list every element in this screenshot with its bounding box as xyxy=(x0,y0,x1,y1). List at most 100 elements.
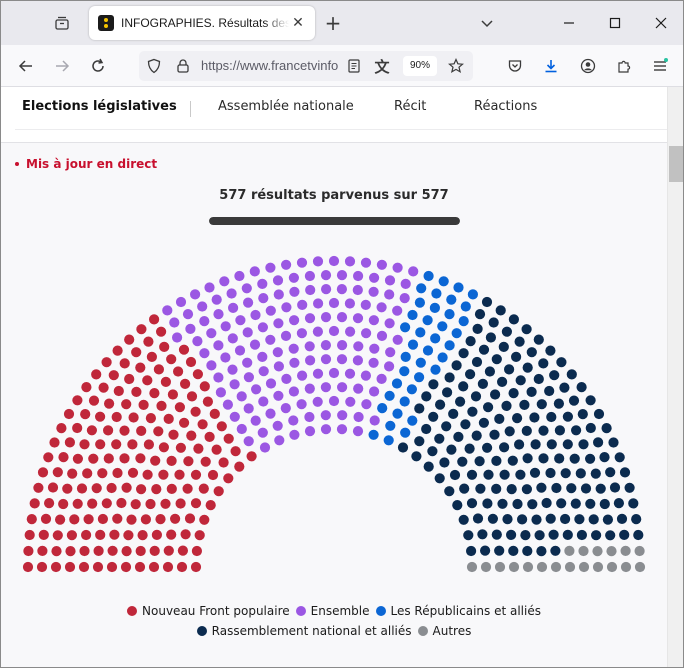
seat-3[interactable] xyxy=(522,453,533,464)
seat-3[interactable] xyxy=(585,453,596,464)
seat-1[interactable] xyxy=(385,347,396,358)
seat-4[interactable] xyxy=(522,561,534,573)
seat-1[interactable] xyxy=(265,334,276,345)
seat-1[interactable] xyxy=(272,420,283,431)
seat-3[interactable] xyxy=(536,399,547,410)
seat-0[interactable] xyxy=(143,439,154,450)
seat-1[interactable] xyxy=(250,415,261,426)
seat-1[interactable] xyxy=(229,411,240,422)
seat-3[interactable] xyxy=(519,399,530,410)
seat-0[interactable] xyxy=(130,499,141,510)
seat-1[interactable] xyxy=(215,387,226,398)
seat-2[interactable] xyxy=(407,339,419,350)
seat-2[interactable] xyxy=(384,390,395,401)
seat-3[interactable] xyxy=(550,545,561,556)
seat-2[interactable] xyxy=(416,283,427,294)
seat-1[interactable] xyxy=(352,313,364,324)
seat-1[interactable] xyxy=(259,442,271,453)
seat-0[interactable] xyxy=(137,530,148,541)
seat-3[interactable] xyxy=(517,514,528,525)
seat-2[interactable] xyxy=(437,352,448,363)
seat-0[interactable] xyxy=(24,529,35,541)
seat-3[interactable] xyxy=(423,461,434,472)
seat-3[interactable] xyxy=(548,529,559,540)
seat-1[interactable] xyxy=(220,321,231,332)
seat-3[interactable] xyxy=(472,323,483,334)
seat-0[interactable] xyxy=(145,498,156,510)
seat-3[interactable] xyxy=(487,513,498,524)
seat-0[interactable] xyxy=(158,469,169,480)
seat-0[interactable] xyxy=(52,467,63,478)
seat-2[interactable] xyxy=(385,420,396,431)
seat-3[interactable] xyxy=(478,344,490,355)
seat-3[interactable] xyxy=(566,369,577,380)
legend-item[interactable]: Les Républicains et alliés xyxy=(375,601,541,621)
seat-3[interactable] xyxy=(619,529,630,540)
seat-0[interactable] xyxy=(209,408,220,419)
seat-1[interactable] xyxy=(345,326,356,337)
seat-2[interactable] xyxy=(437,321,448,332)
seat-2[interactable] xyxy=(407,309,418,321)
seat-0[interactable] xyxy=(127,467,139,478)
seat-3[interactable] xyxy=(551,482,562,494)
seat-3[interactable] xyxy=(521,484,533,495)
seat-1[interactable] xyxy=(206,360,217,371)
seat-3[interactable] xyxy=(397,442,409,453)
seat-1[interactable] xyxy=(249,339,261,350)
seat-3[interactable] xyxy=(605,530,616,541)
seat-3[interactable] xyxy=(458,348,469,359)
zoom-level-button[interactable]: 90% xyxy=(403,56,437,76)
seat-1[interactable] xyxy=(258,293,269,304)
seat-3[interactable] xyxy=(538,453,549,464)
seat-4[interactable] xyxy=(578,545,589,557)
seat-3[interactable] xyxy=(512,498,523,510)
seat-0[interactable] xyxy=(199,381,210,392)
download-icon[interactable] xyxy=(540,55,562,77)
seat-0[interactable] xyxy=(29,498,40,509)
seat-3[interactable] xyxy=(562,411,574,422)
seat-3[interactable] xyxy=(514,439,525,450)
seat-0[interactable] xyxy=(166,354,177,365)
seat-1[interactable] xyxy=(369,415,380,426)
seat-1[interactable] xyxy=(289,429,300,440)
seat-1[interactable] xyxy=(304,313,316,324)
seat-1[interactable] xyxy=(337,410,348,421)
seat-1[interactable] xyxy=(281,373,292,384)
scrollbar-thumb[interactable] xyxy=(669,146,683,182)
seat-1[interactable] xyxy=(304,383,315,394)
seat-3[interactable] xyxy=(491,354,502,365)
seat-1[interactable] xyxy=(219,276,230,287)
seat-0[interactable] xyxy=(111,439,122,450)
seat-1[interactable] xyxy=(257,351,268,362)
seat-3[interactable] xyxy=(508,314,519,325)
seat-1[interactable] xyxy=(320,340,331,351)
seat-0[interactable] xyxy=(58,452,69,463)
seat-3[interactable] xyxy=(414,403,425,414)
seat-3[interactable] xyxy=(483,402,494,413)
seat-0[interactable] xyxy=(218,457,229,468)
seat-3[interactable] xyxy=(489,429,500,440)
seat-3[interactable] xyxy=(616,513,628,524)
seat-3[interactable] xyxy=(498,341,509,352)
seat-1[interactable] xyxy=(235,315,246,326)
seat-3[interactable] xyxy=(546,411,557,423)
seat-0[interactable] xyxy=(62,483,73,494)
seat-1[interactable] xyxy=(182,309,194,320)
seat-3[interactable] xyxy=(428,411,439,422)
chevron-down-icon[interactable] xyxy=(477,13,497,33)
seat-1[interactable] xyxy=(226,288,237,299)
lock-icon[interactable] xyxy=(172,55,194,77)
seat-0[interactable] xyxy=(101,357,112,368)
seat-0[interactable] xyxy=(223,433,234,444)
seat-3[interactable] xyxy=(478,417,489,428)
seat-0[interactable] xyxy=(113,385,124,397)
seat-1[interactable] xyxy=(185,323,196,334)
seat-1[interactable] xyxy=(211,294,222,305)
seat-2[interactable] xyxy=(415,357,426,368)
seat-0[interactable] xyxy=(126,514,137,525)
seat-2[interactable] xyxy=(368,429,379,440)
seat-0[interactable] xyxy=(72,422,83,434)
seat-3[interactable] xyxy=(427,446,438,457)
seat-0[interactable] xyxy=(168,429,179,440)
seat-3[interactable] xyxy=(574,514,585,525)
